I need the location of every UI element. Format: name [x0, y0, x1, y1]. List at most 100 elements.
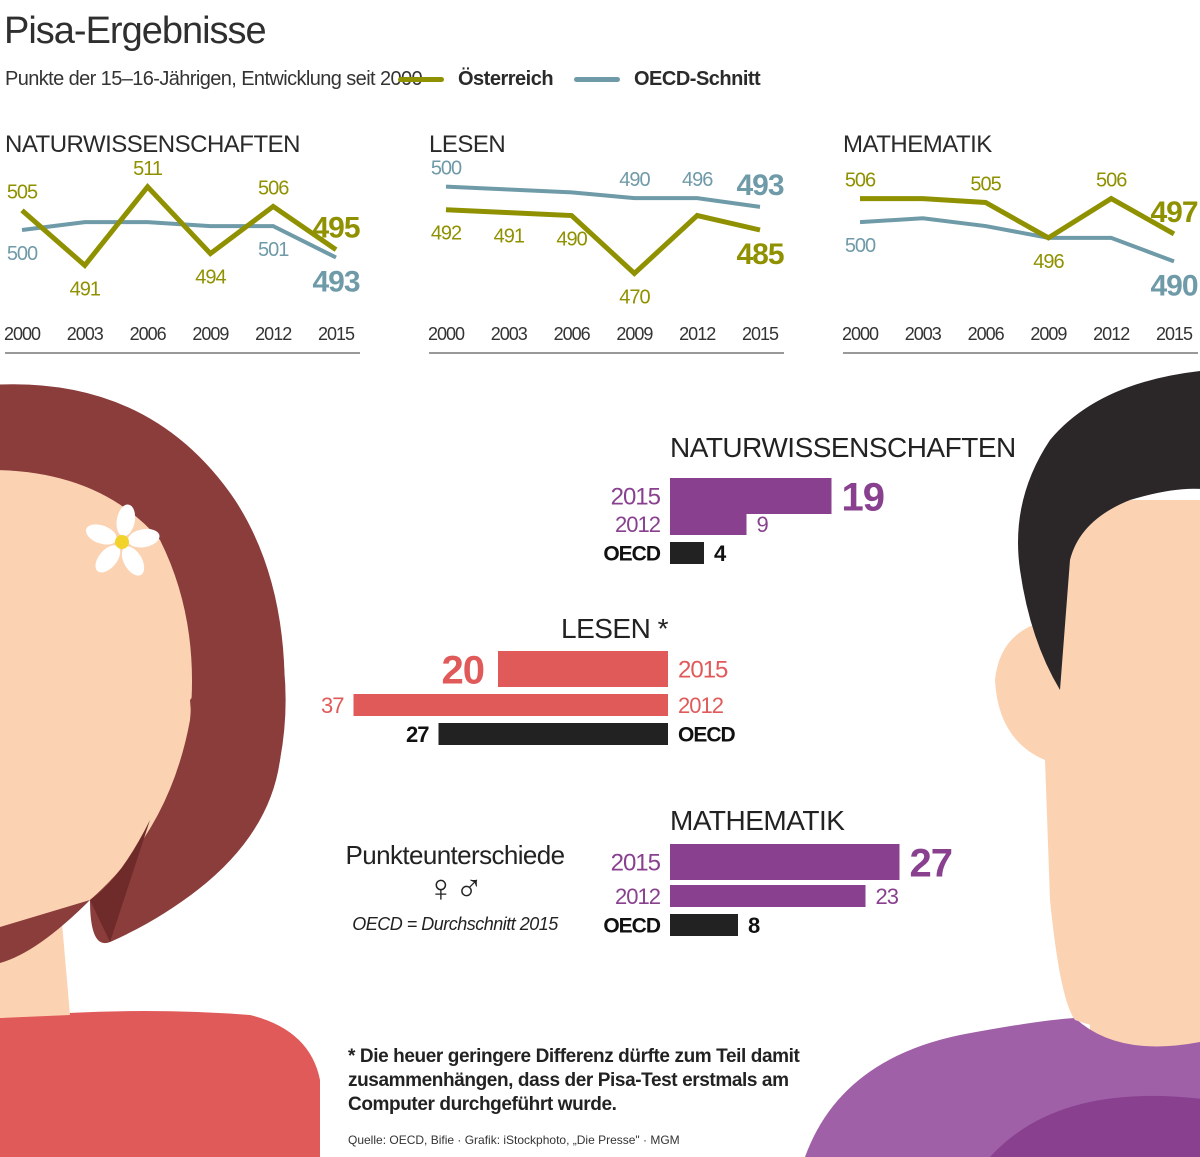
bar-category-label: 2015	[678, 657, 728, 684]
data-label-austria: 506	[845, 170, 876, 192]
legend-swatch-oecd	[574, 77, 620, 82]
x-tick-label: 2000	[4, 324, 41, 344]
line-chart-title-reading: LESEN	[429, 131, 505, 158]
footnote: * Die heuer geringere Differenz dürfte z…	[348, 1046, 800, 1115]
data-label-oecd: 493	[312, 266, 359, 299]
bar-science-2012	[670, 513, 747, 535]
legend-item-oecd: OECD-Schnitt	[574, 68, 761, 91]
data-label-austria: 506	[258, 177, 289, 199]
bar-reading-2015	[498, 651, 668, 687]
x-tick-label: 2003	[491, 324, 528, 344]
bar-science-oecd	[670, 542, 704, 564]
bar-value-label: 4	[714, 541, 727, 566]
data-label-austria: 490	[556, 229, 587, 251]
bar-category-label: 2012	[615, 884, 661, 909]
bar-value-label: 27	[910, 841, 953, 885]
bar-category-label: 2012	[615, 512, 661, 537]
x-tick-label: 2009	[616, 324, 653, 344]
series-line-oecd	[445, 184, 761, 209]
data-label-oecd: 490	[1150, 269, 1197, 302]
bar-value-label: 37	[321, 693, 344, 718]
data-label-oecd: 500	[845, 235, 876, 257]
data-label-oecd: 493	[736, 169, 783, 202]
data-label-austria: 506	[1096, 170, 1127, 192]
gender-symbols-icon: ♀♂	[426, 868, 484, 910]
x-tick-label: 2000	[842, 324, 879, 344]
bar-category-label: OECD	[678, 724, 736, 747]
series-line-oecd	[21, 220, 337, 260]
x-tick-label: 2012	[679, 324, 716, 344]
bar-value-label: 19	[842, 475, 885, 519]
bar-math-2015	[670, 844, 900, 880]
gap-legend-note: OECD = Durchschnitt 2015	[352, 914, 558, 934]
data-label-oecd: 500	[431, 158, 462, 180]
data-label-austria: 505	[970, 174, 1001, 196]
bar-category-label: 2012	[678, 693, 724, 718]
x-tick-label: 2015	[742, 324, 779, 344]
bar-category-label: 2015	[611, 850, 661, 877]
data-label-oecd: 501	[258, 239, 289, 261]
flower-icon	[85, 504, 160, 576]
series-line-austria	[445, 207, 761, 277]
x-tick-label: 2012	[255, 324, 292, 344]
data-label-austria: 505	[7, 181, 38, 203]
line-chart-title-math: MATHEMATIK	[843, 131, 992, 158]
gap-legend-title: Punkteunterschiede	[345, 840, 565, 870]
bar-chart-title-science: NATURWISSENSCHAFTEN	[670, 432, 1016, 463]
page-title: Pisa-Ergebnisse	[4, 10, 267, 52]
line-chart-title-science: NATURWISSENSCHAFTEN	[5, 131, 300, 158]
x-tick-label: 2003	[905, 324, 942, 344]
bar-chart-title-math: MATHEMATIK	[670, 805, 845, 836]
bar-value-label: 8	[748, 913, 760, 938]
bar-science-2015	[670, 478, 832, 514]
data-label-austria: 496	[1033, 251, 1064, 273]
bar-math-2012	[670, 885, 866, 907]
girl-illustration	[0, 384, 320, 1157]
data-label-austria: 495	[312, 212, 359, 245]
x-tick-label: 2000	[428, 324, 465, 344]
line-chart-math: MATHEMATIK 2000 2003 2006 2009 2012 2015 506 505…	[842, 131, 1199, 354]
legend-label-oecd: OECD-Schnitt	[634, 68, 761, 90]
bar-category-label: OECD	[603, 543, 661, 566]
source-credit: Quelle: OECD, Bifie · Grafik: iStockphot…	[348, 1133, 680, 1147]
page-subtitle: Punkte der 15–16-Jährigen, Entwicklung s…	[5, 68, 423, 90]
legend-swatch-austria	[398, 77, 444, 82]
x-tick-label: 2012	[1093, 324, 1130, 344]
data-label-austria: 497	[1150, 196, 1197, 229]
bar-value-label: 27	[406, 722, 429, 747]
x-tick-label: 2006	[968, 324, 1005, 344]
bar-value-label: 20	[442, 648, 485, 692]
data-label-oecd: 500	[7, 243, 38, 265]
x-tick-label: 2015	[318, 324, 355, 344]
bar-value-label: 23	[876, 884, 899, 909]
series-line-austria	[20, 182, 338, 269]
line-chart-science: NATURWISSENSCHAFTEN 2000 2003 2006 2009 2012 2…	[4, 131, 361, 354]
boy-illustration	[805, 371, 1200, 1157]
bar-value-label: 9	[757, 512, 769, 537]
bar-reading-oecd	[438, 723, 668, 745]
data-label-austria: 492	[431, 223, 462, 245]
data-label-austria: 491	[494, 226, 525, 248]
bar-category-label: OECD	[603, 915, 661, 938]
series-line-austria	[860, 195, 1176, 241]
data-label-oecd: 490	[619, 169, 650, 191]
legend-item-austria: Österreich	[398, 68, 554, 91]
data-label-austria: 470	[619, 286, 650, 308]
x-tick-label: 2003	[67, 324, 104, 344]
line-chart-reading: LESEN 2000 2003 2006 2009 2012 2015 492 491 490 47…	[428, 131, 785, 354]
bar-chart-title-reading: LESEN *	[561, 613, 669, 644]
x-tick-label: 2015	[1156, 324, 1193, 344]
data-label-oecd: 496	[682, 169, 713, 191]
data-label-austria: 494	[195, 267, 226, 289]
x-tick-label: 2009	[1030, 324, 1067, 344]
bar-reading-2012	[353, 694, 668, 716]
data-label-austria: 491	[70, 278, 101, 300]
x-tick-label: 2006	[554, 324, 591, 344]
x-tick-label: 2006	[130, 324, 167, 344]
data-label-austria: 485	[736, 238, 783, 271]
bar-category-label: 2015	[611, 484, 661, 511]
series-line-oecd	[859, 216, 1175, 264]
bar-math-oecd	[670, 914, 738, 936]
